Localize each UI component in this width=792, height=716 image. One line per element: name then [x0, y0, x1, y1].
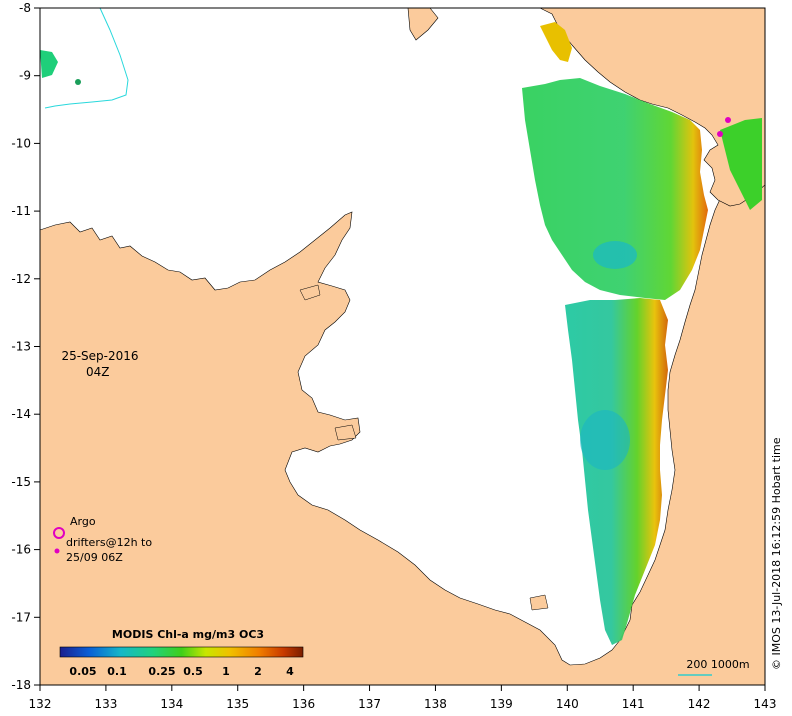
argo-legend-symbol — [53, 527, 65, 539]
lon-tick-label: 134 — [160, 697, 183, 711]
lon-tick-label: 141 — [622, 697, 645, 711]
lon-tick-label: 138 — [424, 697, 447, 711]
chl-dot — [75, 79, 81, 85]
colorbar-tick-label: 0.5 — [183, 665, 203, 678]
colorbar — [59, 646, 304, 658]
drifter-legend-symbol — [54, 548, 60, 554]
lon-tick-label: 135 — [226, 697, 249, 711]
island-3 — [529, 594, 549, 611]
credit-label: © IMOS 13-Jul-2018 16:12:59 Hobart time — [770, 437, 783, 670]
colorbar-title: MODIS Chl-a mg/m3 OC3 — [112, 628, 264, 641]
drifter-legend-line1: drifters@12h to — [66, 536, 152, 549]
lon-tick-label: 133 — [94, 697, 117, 711]
lat-tick-label: -16 — [11, 543, 31, 557]
contour-top-left — [44, 7, 129, 109]
chl-low-patch-1 — [593, 241, 637, 269]
lon-tick-label: 139 — [490, 697, 513, 711]
chl-swath-south — [565, 298, 668, 645]
chl-patch-east — [720, 118, 762, 210]
lon-tick-label: 143 — [754, 697, 777, 711]
chl-patch-topleft — [40, 50, 58, 78]
drifter-legend-line2: 25/09 06Z — [66, 551, 123, 564]
colorbar-ticks: 0.05 0.1 0.25 0.5 1 2 4 — [69, 665, 294, 678]
lon-tick-label: 132 — [29, 697, 52, 711]
argo-legend-label: Argo — [70, 515, 96, 528]
colorbar-tick-label: 0.1 — [107, 665, 127, 678]
chl-swath-north — [522, 78, 708, 300]
colorbar-tick-label: 4 — [286, 665, 294, 678]
colorbar-tick-label: 1 — [222, 665, 230, 678]
lat-tick-label: -12 — [11, 272, 31, 286]
lon-tick-label: 136 — [292, 697, 315, 711]
colorbar-tick-label: 0.05 — [69, 665, 96, 678]
land-arnhem — [39, 161, 766, 686]
lat-tick-label: -14 — [11, 407, 31, 421]
lat-tick-label: -15 — [11, 475, 31, 489]
lat-tick-label: -10 — [11, 136, 31, 150]
island-2 — [334, 424, 357, 441]
drifter-marker-2 — [717, 131, 723, 137]
lat-tick-label: -18 — [11, 678, 31, 692]
lat-tick-label: -11 — [11, 204, 31, 218]
date-label: 25-Sep-2016 — [61, 349, 138, 363]
time-label: 04Z — [86, 365, 110, 379]
colorbar-tick-label: 0.25 — [148, 665, 175, 678]
lat-tick-label: -17 — [11, 610, 31, 624]
depth-scale-label: 200 1000m — [686, 658, 749, 671]
chl-strip-top — [540, 22, 572, 62]
latitude-axis: -8 -9 -10 -11 -12 -13 -14 -15 -16 -17 -18 — [11, 1, 40, 692]
lon-tick-label: 140 — [556, 697, 579, 711]
drifter-marker — [725, 117, 731, 123]
island-1 — [299, 284, 321, 301]
lat-tick-label: -8 — [19, 1, 31, 15]
longitude-axis: 132 133 134 135 136 137 138 139 140 141 142 143 — [29, 685, 777, 711]
lat-tick-label: -13 — [11, 340, 31, 354]
colorbar-tick-label: 2 — [254, 665, 262, 678]
lat-tick-label: -9 — [19, 69, 31, 83]
lon-tick-label: 142 — [688, 697, 711, 711]
chl-low-patch-2 — [580, 410, 630, 470]
lon-tick-label: 137 — [358, 697, 381, 711]
